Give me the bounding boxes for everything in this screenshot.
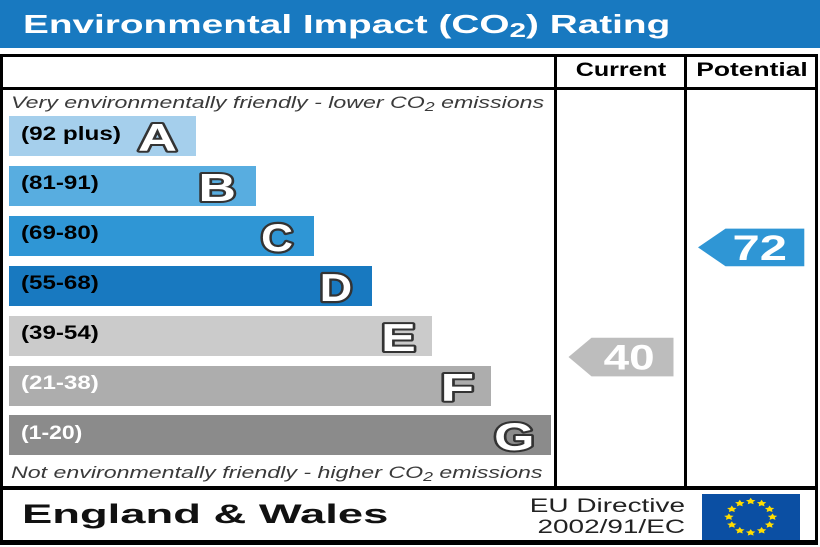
svg-text:72: 72	[733, 229, 787, 268]
svg-text:C: C	[261, 215, 293, 259]
svg-text:A: A	[137, 117, 176, 161]
svg-text:F: F	[440, 366, 474, 409]
svg-text:G: G	[494, 415, 534, 459]
svg-text:40: 40	[604, 338, 655, 377]
svg-text:E: E	[381, 315, 416, 359]
svg-text:B: B	[198, 165, 235, 209]
svg-text:D: D	[319, 266, 351, 310]
